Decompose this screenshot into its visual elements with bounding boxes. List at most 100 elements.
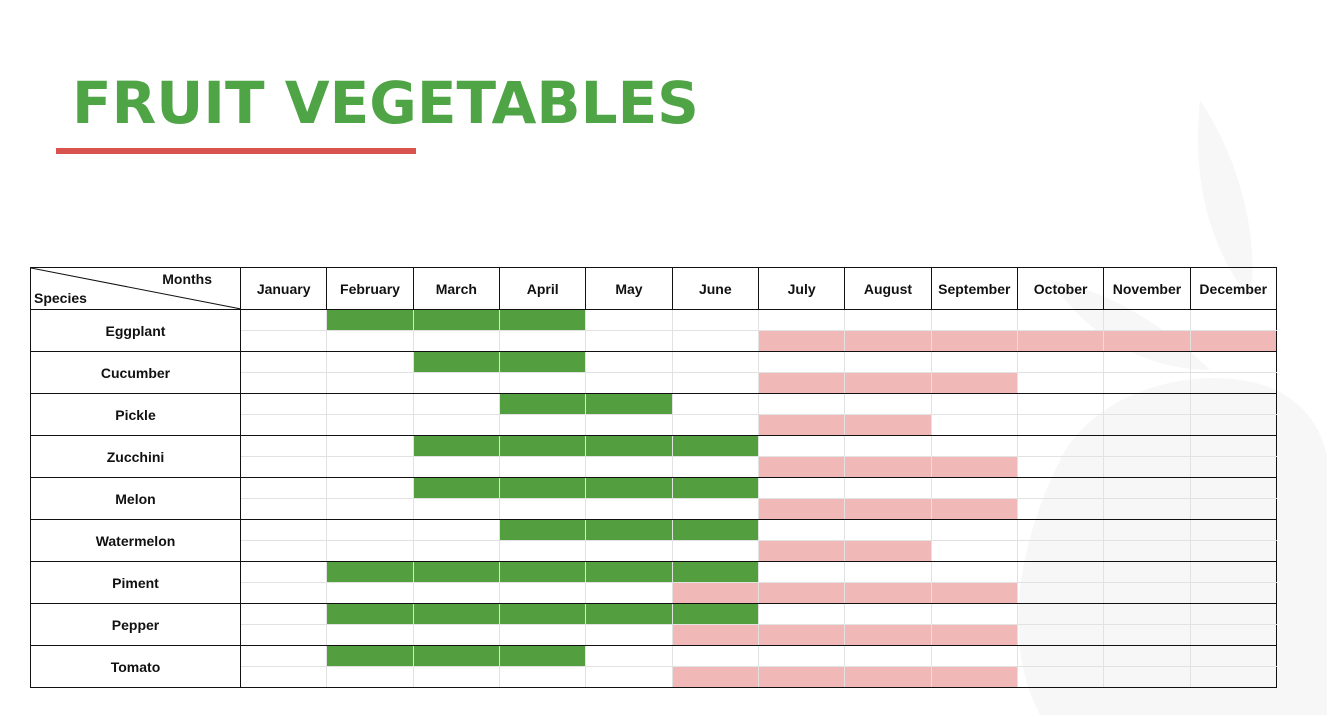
sowing-bar-cell: [498, 393, 587, 415]
empty-cell: [498, 498, 587, 520]
empty-cell: [1103, 645, 1191, 667]
empty-cell: [844, 435, 932, 457]
empty-cell: [412, 540, 500, 562]
month-header-january: January: [239, 267, 328, 310]
empty-cell: [757, 519, 846, 541]
month-header-december: December: [1189, 267, 1277, 310]
sowing-bar-cell: [498, 645, 587, 667]
empty-cell: [412, 582, 500, 604]
empty-cell: [757, 561, 846, 583]
harvest-bar-cell: [757, 330, 846, 352]
empty-cell: [239, 309, 328, 331]
harvest-bar-cell: [930, 456, 1018, 478]
sowing-bar-cell: [585, 477, 673, 499]
month-header-september: September: [930, 267, 1018, 310]
empty-cell: [326, 372, 414, 394]
species-row-watermelon-sowing: Watermelon: [30, 519, 1277, 562]
empty-cell: [239, 603, 328, 625]
harvest-bar-cell: [844, 582, 932, 604]
harvest-bar-cell: [844, 666, 932, 688]
empty-cell: [239, 435, 328, 457]
empty-cell: [1016, 414, 1105, 436]
empty-cell: [326, 393, 414, 415]
empty-cell: [1103, 477, 1191, 499]
empty-cell: [1189, 624, 1277, 646]
empty-cell: [844, 393, 932, 415]
empty-cell: [412, 498, 500, 520]
empty-cell: [585, 372, 673, 394]
month-header-november: November: [1103, 267, 1191, 310]
empty-cell: [412, 414, 500, 436]
harvest-bar-cell: [757, 540, 846, 562]
sowing-bar-cell: [585, 435, 673, 457]
empty-cell: [1103, 582, 1191, 604]
empty-cell: [326, 498, 414, 520]
empty-cell: [930, 519, 1018, 541]
empty-cell: [1103, 561, 1191, 583]
empty-cell: [671, 330, 759, 352]
species-row-piment-harvest: [31, 582, 1277, 604]
empty-cell: [1189, 477, 1277, 499]
harvest-bar-cell: [1189, 330, 1277, 352]
harvest-bar-cell: [844, 498, 932, 520]
empty-cell: [930, 414, 1018, 436]
harvest-bar-cell: [757, 582, 846, 604]
sowing-bar-cell: [326, 603, 414, 625]
empty-cell: [671, 498, 759, 520]
sowing-bar-cell: [671, 603, 759, 625]
harvest-bar-cell: [671, 624, 759, 646]
empty-cell: [239, 498, 328, 520]
header-row: Months Species January February March April…: [30, 267, 1277, 310]
month-header-february: February: [326, 267, 414, 310]
empty-cell: [585, 582, 673, 604]
empty-cell: [1016, 498, 1105, 520]
empty-cell: [585, 540, 673, 562]
empty-cell: [1189, 309, 1277, 331]
empty-cell: [1103, 540, 1191, 562]
empty-cell: [585, 414, 673, 436]
harvest-bar-cell: [1016, 330, 1105, 352]
title-underline: [56, 148, 416, 154]
empty-cell: [326, 666, 414, 688]
empty-cell: [757, 435, 846, 457]
empty-cell: [1016, 477, 1105, 499]
empty-cell: [1103, 456, 1191, 478]
empty-cell: [239, 372, 328, 394]
empty-cell: [1016, 645, 1105, 667]
empty-cell: [1189, 435, 1277, 457]
empty-cell: [1016, 351, 1105, 373]
harvest-bar-cell: [844, 540, 932, 562]
empty-cell: [1103, 372, 1191, 394]
month-header-july: July: [757, 267, 846, 310]
empty-cell: [671, 309, 759, 331]
empty-cell: [239, 393, 328, 415]
month-header-may: May: [585, 267, 673, 310]
sowing-bar-cell: [498, 561, 587, 583]
empty-cell: [1016, 456, 1105, 478]
sowing-bar-cell: [498, 603, 587, 625]
sowing-bar-cell: [585, 393, 673, 415]
empty-cell: [757, 309, 846, 331]
empty-cell: [844, 351, 932, 373]
empty-cell: [930, 309, 1018, 331]
empty-cell: [1189, 582, 1277, 604]
species-row-cucumber-harvest: [31, 372, 1277, 394]
harvest-bar-cell: [930, 498, 1018, 520]
empty-cell: [1016, 561, 1105, 583]
sowing-bar-cell: [498, 309, 587, 331]
empty-cell: [1189, 414, 1277, 436]
empty-cell: [412, 456, 500, 478]
species-row-pepper-harvest: [31, 624, 1277, 646]
empty-cell: [498, 624, 587, 646]
empty-cell: [1189, 456, 1277, 478]
harvest-bar-cell: [757, 666, 846, 688]
sowing-bar-cell: [498, 477, 587, 499]
species-label: Zucchini: [30, 435, 241, 478]
empty-cell: [1016, 603, 1105, 625]
empty-cell: [930, 477, 1018, 499]
empty-cell: [1016, 582, 1105, 604]
empty-cell: [498, 330, 587, 352]
species-row-piment-sowing: Piment: [30, 561, 1277, 604]
month-header-june: June: [671, 267, 759, 310]
species-row-cucumber-sowing: Cucumber: [30, 351, 1277, 394]
